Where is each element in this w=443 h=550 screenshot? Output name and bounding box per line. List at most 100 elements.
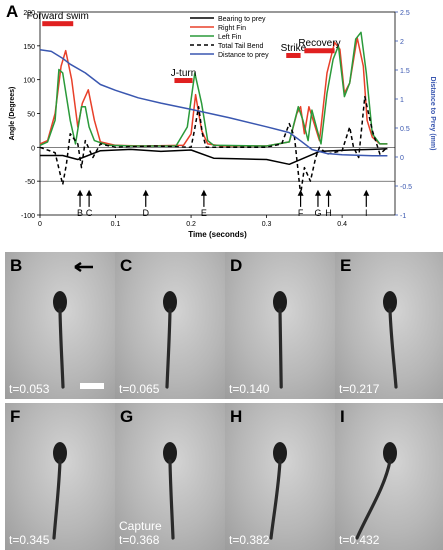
larva-silhouette [163, 291, 177, 389]
photo-time: t=0.053 [9, 382, 50, 396]
series-line-0 [40, 147, 388, 166]
larva-tail [165, 308, 172, 389]
photo-label: B [10, 256, 23, 275]
series-line-4 [39, 48, 388, 157]
y-right-tick-label: -1 [400, 213, 406, 220]
legend-label: Total Tail Bend [218, 43, 264, 50]
x-tick-label: 0.4 [337, 221, 347, 228]
larva-silhouette [273, 291, 287, 389]
x-axis-label: Time (seconds) [188, 230, 247, 239]
event-label: D [142, 208, 149, 218]
prey-arrow-icon [74, 261, 93, 273]
y-right-tick-label: 0 [400, 155, 404, 162]
x-tick-label: 0.2 [186, 221, 196, 228]
event-label: E [201, 208, 207, 218]
y-left-tick-label: -50 [25, 179, 35, 186]
larva-tail [58, 308, 65, 389]
x-tick-label: 0 [38, 221, 42, 228]
y-left-tick-label: 200 [23, 10, 35, 17]
photo-time: t=0.345 [9, 533, 50, 547]
larva-head [273, 442, 287, 464]
photo-label: I [340, 407, 345, 426]
series-line-2 [39, 31, 388, 147]
phase-bar [304, 48, 335, 54]
phase-label: J-turn [171, 68, 197, 79]
y-right-tick-label: 1.5 [400, 68, 410, 75]
photo-label: D [230, 256, 243, 275]
photo-time: t=0.140 [229, 382, 270, 396]
larva-tail [52, 459, 62, 540]
larva-silhouette [269, 442, 287, 540]
event-arrow-head [86, 189, 93, 196]
x-tick-label: 0.1 [111, 221, 121, 228]
larva-head [163, 442, 177, 464]
event-label: I [365, 208, 368, 218]
photo-time: t=0.065 [119, 382, 160, 396]
y-left-tick-label: 150 [23, 44, 35, 51]
event-arrow-head [325, 189, 332, 196]
larva-tail [168, 459, 175, 540]
larva-tail [388, 308, 398, 389]
photo-panel-g: G Capture t=0.368 [115, 403, 225, 550]
photo-time: t=0.217 [339, 382, 380, 396]
y-left-tick-label: 100 [23, 78, 35, 85]
photo-label: G [120, 407, 134, 426]
y-right-tick-label: 0.5 [400, 126, 410, 133]
larva-silhouette [53, 261, 93, 389]
y-right-tick-label: 1 [400, 97, 404, 104]
larva-head [383, 291, 397, 313]
larva-silhouette [355, 442, 397, 540]
kinematics-chart: -100 -50 0 50 100 150 200 -1 -0.5 0 0.5 1 1.5 2 2.5 0 0.… [9, 10, 436, 239]
event-arrow-head [314, 189, 321, 196]
y-left-axis-label: Angle (Degrees) [9, 87, 16, 141]
phase-bar [174, 78, 193, 84]
larva-silhouette [52, 442, 67, 540]
event-arrow-head [297, 189, 304, 196]
y-right-tick-label: 2 [400, 39, 404, 46]
legend-label: Left Fin [218, 34, 241, 41]
event-arrow-head [200, 189, 207, 196]
event-arrow-head [363, 189, 370, 196]
y-left-tick-label: 0 [31, 145, 35, 152]
phase-bar [42, 21, 74, 27]
photo-caption: Capture [119, 519, 162, 533]
phase-label: Recovery [298, 38, 340, 49]
panel-a-label: A [6, 2, 19, 21]
y-left-tick-label: 50 [27, 112, 35, 119]
y-right-tick-label: 2.5 [400, 10, 410, 17]
legend-label: Bearing to prey [218, 16, 266, 23]
photo-label: H [230, 407, 243, 426]
larva-head [383, 442, 397, 464]
x-tick-label: 0.3 [262, 221, 272, 228]
photo-label: C [120, 256, 133, 275]
larva-head [53, 291, 67, 313]
legend-label: Distance to prey [218, 52, 269, 59]
photo-label: E [340, 256, 352, 275]
y-left-tick-label: -100 [21, 213, 35, 220]
larva-head [273, 291, 287, 313]
event-label: F [298, 208, 304, 218]
phase-label: Forward swim [27, 11, 89, 22]
event-arrow-head [77, 189, 84, 196]
phase-label: Strike [281, 43, 307, 54]
larva-silhouette [383, 291, 398, 389]
larva-tail [278, 308, 283, 389]
larva-silhouette [163, 442, 177, 540]
event-label: H [325, 208, 332, 218]
legend-label: Right Fin [218, 25, 246, 32]
larva-head [163, 291, 177, 313]
photo-time: t=0.368 [119, 533, 160, 547]
event-label: C [86, 208, 93, 218]
larva-tail [269, 459, 282, 540]
event-arrow-head [142, 189, 149, 196]
y-right-axis-label: Distance to Prey (mm) [429, 77, 436, 151]
scale-bar [80, 383, 104, 389]
y-right-tick-label: -0.5 [400, 184, 412, 191]
photo-label: F [10, 407, 21, 426]
